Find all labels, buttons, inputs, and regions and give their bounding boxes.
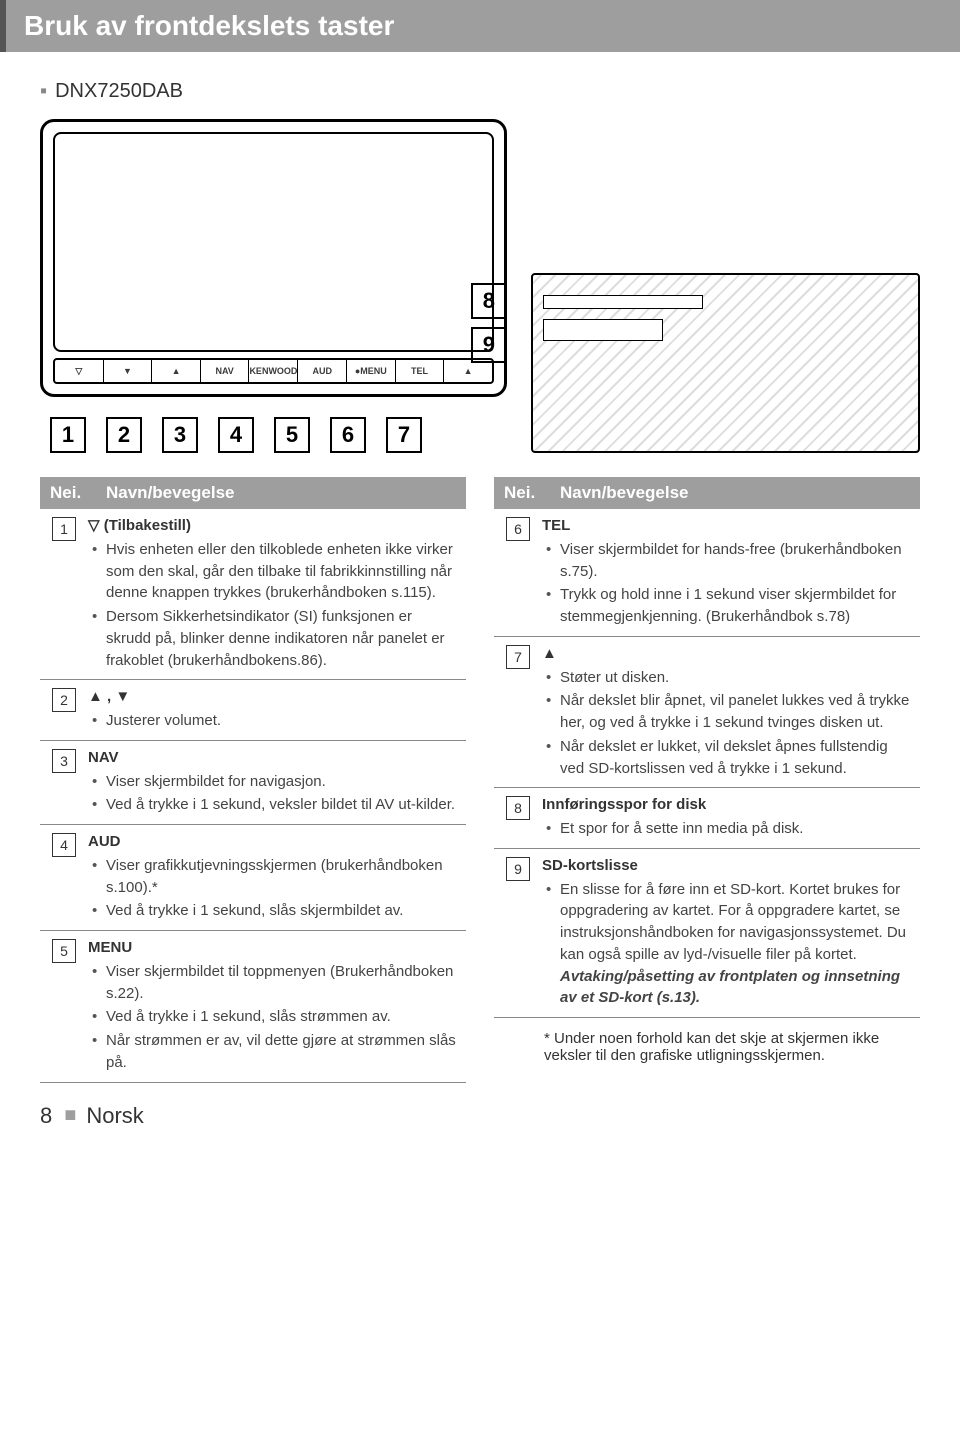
row-item: Ved å trykke i 1 sekund, slås skjermbild… [92, 900, 460, 922]
callout-3: 3 [162, 417, 198, 453]
row-item: Viser skjermbildet for navigasjon. [92, 771, 460, 793]
callout-2: 2 [106, 417, 142, 453]
row-num: 5 [52, 939, 76, 963]
row-7: 7 ▲ Støter ut disken. Når dekslet blir å… [494, 637, 920, 789]
row-item: Når dekslet er lukket, vil dekslet åpnes… [546, 736, 914, 780]
row-5: 5 MENU Viser skjermbildet til toppmenyen… [40, 931, 466, 1083]
table-header-right: Nei. Navn/bevegelse [494, 477, 920, 509]
sd-slot-graphic [543, 319, 663, 341]
row-num: 7 [506, 645, 530, 669]
btn-nav: NAV [201, 360, 250, 382]
row-item: Ved å trykke i 1 sekund, slås strømmen a… [92, 1006, 460, 1028]
row-item: Når strømmen er av, vil dette gjøre at s… [92, 1030, 460, 1074]
btn-vol-up: ▲ [152, 360, 201, 382]
row-num: 6 [506, 517, 530, 541]
btn-menu: ●MENU [347, 360, 396, 382]
row-2: 2 ▲ , ▼ Justerer volumet. [40, 680, 466, 741]
right-column: Nei. Navn/bevegelse 6 TEL Viser skjermbi… [494, 477, 920, 1083]
row-item: En slisse for å føre inn et SD-kort. Kor… [546, 879, 914, 1010]
row-num: 8 [506, 796, 530, 820]
row-title: ▲ , ▼ [88, 686, 460, 708]
callout-8: 8 [471, 283, 507, 319]
row-num: 4 [52, 833, 76, 857]
row-title: SD-kortslisse [542, 855, 914, 877]
header-name: Navn/bevegelse [552, 483, 910, 503]
row-item: Trykk og hold inne i 1 sekund viser skje… [546, 584, 914, 628]
footnote: * Under noen forhold kan det skje at skj… [494, 1018, 920, 1064]
device-screen [53, 132, 494, 352]
row-8: 8 Innføringsspor for disk Et spor for å … [494, 788, 920, 849]
btn-vol-down: ▼ [104, 360, 153, 382]
manual-page: Bruk av frontdekslets taster DNX7250DAB … [0, 0, 960, 1159]
callout-5: 5 [274, 417, 310, 453]
callout-4: 4 [218, 417, 254, 453]
page-number: 8 [40, 1103, 52, 1129]
left-column: Nei. Navn/bevegelse 1 ▽ (Tilbakestill) H… [40, 477, 466, 1083]
row-item: Ved å trykke i 1 sekund, veksler bildet … [92, 794, 460, 816]
row-emphasis: Avtaking/påsetting av frontplaten og inn… [560, 968, 900, 1007]
row-6: 6 TEL Viser skjermbildet for hands-free … [494, 509, 920, 637]
row-3: 3 NAV Viser skjermbildet for navigasjon.… [40, 741, 466, 825]
row-item: Viser grafikkutjevningsskjermen (brukerh… [92, 855, 460, 899]
row-item: Dersom Sikkerhetsindikator (SI) funksjon… [92, 606, 460, 671]
row-1: 1 ▽ (Tilbakestill) Hvis enheten eller de… [40, 509, 466, 680]
callout-6: 6 [330, 417, 366, 453]
row-title: Innføringsspor for disk [542, 794, 914, 816]
callout-7: 7 [386, 417, 422, 453]
row-item: Viser skjermbildet for hands-free (bruke… [546, 539, 914, 583]
row-title: NAV [88, 747, 460, 769]
footer-language: Norsk [86, 1103, 143, 1129]
row-title: TEL [542, 515, 914, 537]
disc-slot-graphic [543, 295, 703, 309]
row-num: 1 [52, 517, 76, 541]
page-title: Bruk av frontdekslets taster [0, 0, 960, 52]
device-front-view: ▽ ▼ ▲ NAV KENWOOD AUD ●MENU TEL ▲ 1 2 3 … [40, 119, 507, 453]
row-item: Viser skjermbildet til toppmenyen (Bruke… [92, 961, 460, 1005]
row-item: Justerer volumet. [92, 710, 460, 732]
row-item: Støter ut disken. [546, 667, 914, 689]
header-number: Nei. [50, 483, 98, 503]
row-title: ▽ (Tilbakestill) [88, 515, 460, 537]
device-button-row: ▽ ▼ ▲ NAV KENWOOD AUD ●MENU TEL ▲ [53, 358, 494, 384]
row-item: Et spor for å sette inn media på disk. [546, 818, 914, 840]
row-title: AUD [88, 831, 460, 853]
btn-brand: KENWOOD [249, 360, 298, 382]
row-title: ▲ [542, 643, 914, 665]
callout-1: 1 [50, 417, 86, 453]
device-side-view: 8 9 [531, 273, 920, 453]
model-label: DNX7250DAB [0, 80, 960, 103]
row-9: 9 SD-kortslisse En slisse for å føre inn… [494, 849, 920, 1018]
callout-9: 9 [471, 327, 507, 363]
row-item: Når dekslet blir åpnet, vil panelet lukk… [546, 690, 914, 734]
header-name: Navn/bevegelse [98, 483, 456, 503]
btn-aud: AUD [298, 360, 347, 382]
btn-reset: ▽ [55, 360, 104, 382]
description-columns: Nei. Navn/bevegelse 1 ▽ (Tilbakestill) H… [0, 477, 960, 1083]
row-item: Hvis enheten eller den tilkoblede enhete… [92, 539, 460, 604]
device-diagram: ▽ ▼ ▲ NAV KENWOOD AUD ●MENU TEL ▲ 1 2 3 … [0, 119, 960, 477]
row-num: 9 [506, 857, 530, 881]
table-header-left: Nei. Navn/bevegelse [40, 477, 466, 509]
row-num: 2 [52, 688, 76, 712]
callout-row-main: 1 2 3 4 5 6 7 [40, 417, 507, 453]
btn-tel: TEL [396, 360, 445, 382]
header-number: Nei. [504, 483, 552, 503]
page-footer: 8 ■ Norsk [0, 1083, 960, 1129]
row-num: 3 [52, 749, 76, 773]
row-4: 4 AUD Viser grafikkutjevningsskjermen (b… [40, 825, 466, 931]
footer-square-icon: ■ [64, 1104, 76, 1127]
row-title: MENU [88, 937, 460, 959]
